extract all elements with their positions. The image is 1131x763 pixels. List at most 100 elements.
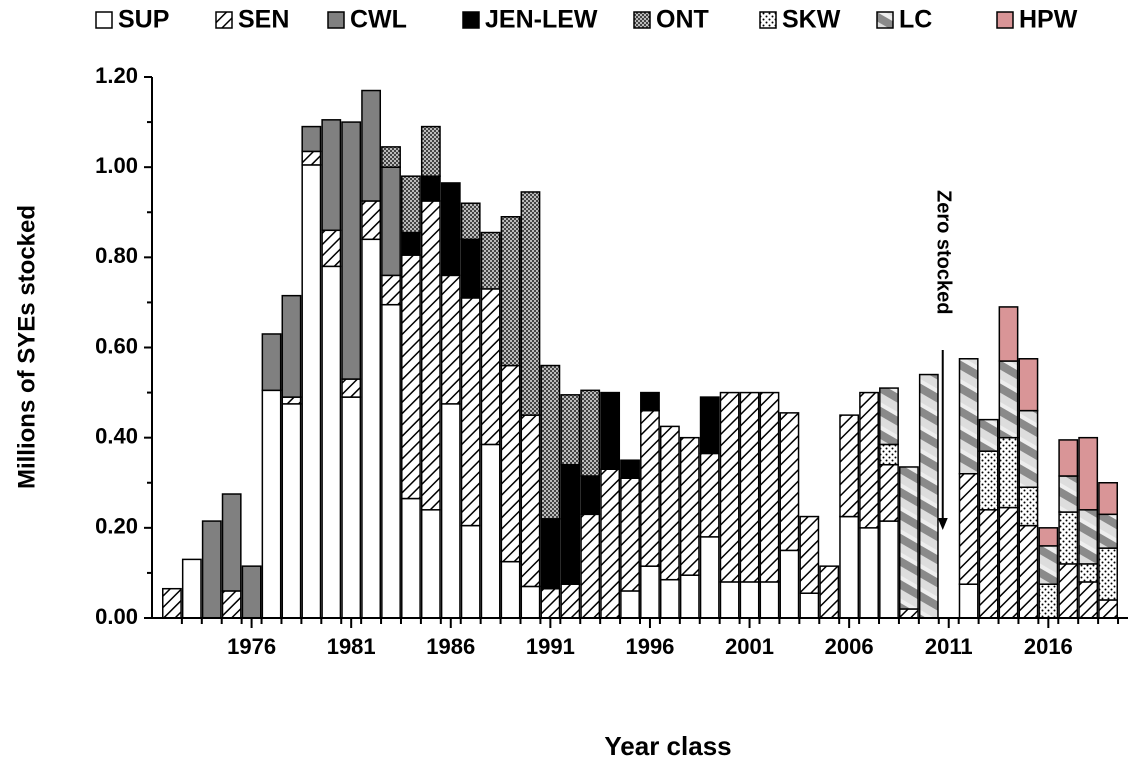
bar-segment [1098,513,1118,549]
bar-segment [799,592,820,619]
bar-segment [998,436,1019,509]
legend-label: JEN-LEW [485,6,598,34]
x-tick-label: 1986 [426,634,475,659]
bar-segment [361,200,382,241]
bar-segment [580,513,601,619]
bar-segment [799,515,820,594]
bar-segment [1058,563,1079,619]
bar-segment [460,238,481,299]
bar-segment [201,520,222,619]
bar-segment [341,396,362,619]
bar-segment [759,391,780,583]
bar-segment [600,391,621,470]
bar-segment [221,590,242,619]
bar-segment [162,587,182,619]
y-tick-label: 1.20 [95,63,138,88]
x-tick-label: 1981 [327,634,376,659]
bar-segment [301,164,322,619]
bar-segment [440,403,461,619]
legend-label: CWL [350,6,407,34]
bar-segment [779,412,800,552]
bar-segment [898,608,919,619]
bar-segment [998,360,1019,439]
bar-segment [1018,358,1039,412]
bar-segment [719,581,740,619]
bar-segment [401,231,421,256]
bar-segment [560,394,581,466]
bar-segment [401,254,421,500]
bar-segment [879,520,899,619]
legend-label: SUP [118,6,169,34]
bar-segment [520,585,541,619]
bar-segment [1058,439,1079,477]
bar-segment [381,166,401,277]
bar-segment [620,477,640,592]
bar-segment [620,590,640,619]
bar-segment [221,493,242,592]
legend-label: ONT [656,6,709,34]
bar-segment [1098,482,1118,516]
x-tick-label: 2011 [925,634,973,659]
y-tick-label: 0.00 [95,604,138,629]
bar-segment [699,452,720,538]
bar-segment [241,565,262,619]
bar-segment [958,358,979,475]
legend-swatch [633,11,651,29]
bar-segment [739,391,760,583]
bar-segment [1038,545,1059,585]
bar-segment [998,506,1019,619]
bar-segment [759,581,780,619]
bar-segment [261,389,282,619]
x-tick-label: 1976 [227,634,276,659]
bar-segment [998,306,1019,362]
bar-segment [1018,409,1039,489]
bar-segment [460,202,481,241]
bar-segment [381,303,401,619]
bar-segment [540,364,561,520]
bar-segment [859,527,879,619]
bar-segment [1078,509,1099,565]
bar-segment [739,581,760,619]
bar-segment [460,297,481,527]
bar-segment [420,200,441,511]
bar-segment [699,396,720,455]
legend-swatch [215,11,233,29]
bar-segment [679,574,700,619]
bar-segment [500,364,521,563]
legend-label: LC [899,6,932,34]
x-axis-title: Year class [604,731,731,761]
bar-segment [321,229,342,268]
bar-segment [640,409,660,567]
bar-segment [341,378,362,398]
bar-segment [500,560,521,619]
x-tick-label: 1991 [526,634,575,659]
legend-label: HPW [1019,6,1078,34]
bar-segment [1098,547,1118,601]
legend-swatch [996,11,1014,29]
legend-swatch [95,11,113,29]
bar-segment [719,391,740,583]
bar-segment [1018,486,1039,527]
bar-segment [281,403,302,619]
bar-segment [301,125,322,153]
legend-swatch [462,11,480,29]
bar-segment [420,125,441,177]
y-tick-label: 0.40 [95,423,138,448]
bar-segment [859,391,879,529]
bar-segment [839,414,860,518]
y-tick-label: 0.60 [95,333,138,358]
bar-segment [1058,511,1079,565]
bar-segment [401,175,421,234]
x-tick-label: 2016 [1024,634,1073,659]
legend-label: SEN [238,6,289,34]
bar-segment [361,89,382,202]
y-tick-label: 1.00 [95,153,138,178]
bar-segment [540,587,561,619]
bar-segment [301,150,322,166]
bar-segment [978,450,999,511]
legend-swatch [759,11,777,29]
bar-segment [879,387,899,446]
y-axis-title: Millions of SYEs stocked [13,205,40,489]
bar-segment [1078,563,1099,583]
